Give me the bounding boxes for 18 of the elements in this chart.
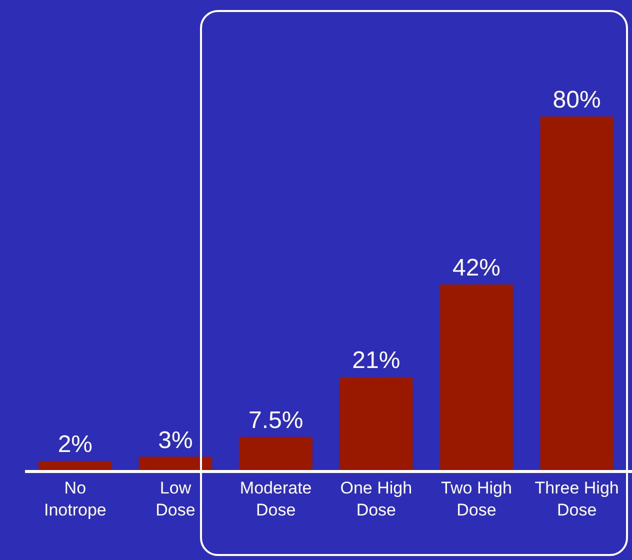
data-label: 7.5% bbox=[248, 406, 304, 434]
data-label: 42% bbox=[452, 254, 501, 282]
data-label: 80% bbox=[552, 86, 601, 114]
bar bbox=[340, 377, 413, 470]
bar bbox=[239, 436, 312, 470]
data-label: 21% bbox=[352, 347, 400, 374]
bar bbox=[440, 284, 514, 470]
x-tick-label: Two High Dose bbox=[441, 478, 512, 520]
bar bbox=[138, 456, 212, 470]
data-label: 3% bbox=[158, 426, 193, 454]
bar bbox=[38, 461, 112, 470]
x-tick-label: No Inotrope bbox=[44, 478, 106, 520]
x-tick-label: Low Dose bbox=[156, 478, 196, 520]
bar bbox=[540, 116, 614, 470]
x-tick-label: One High Dose bbox=[340, 478, 412, 520]
data-label: 2% bbox=[58, 431, 93, 458]
x-tick-label: Moderate Dose bbox=[240, 478, 312, 520]
x-tick-label: Three High Dose bbox=[534, 478, 619, 520]
